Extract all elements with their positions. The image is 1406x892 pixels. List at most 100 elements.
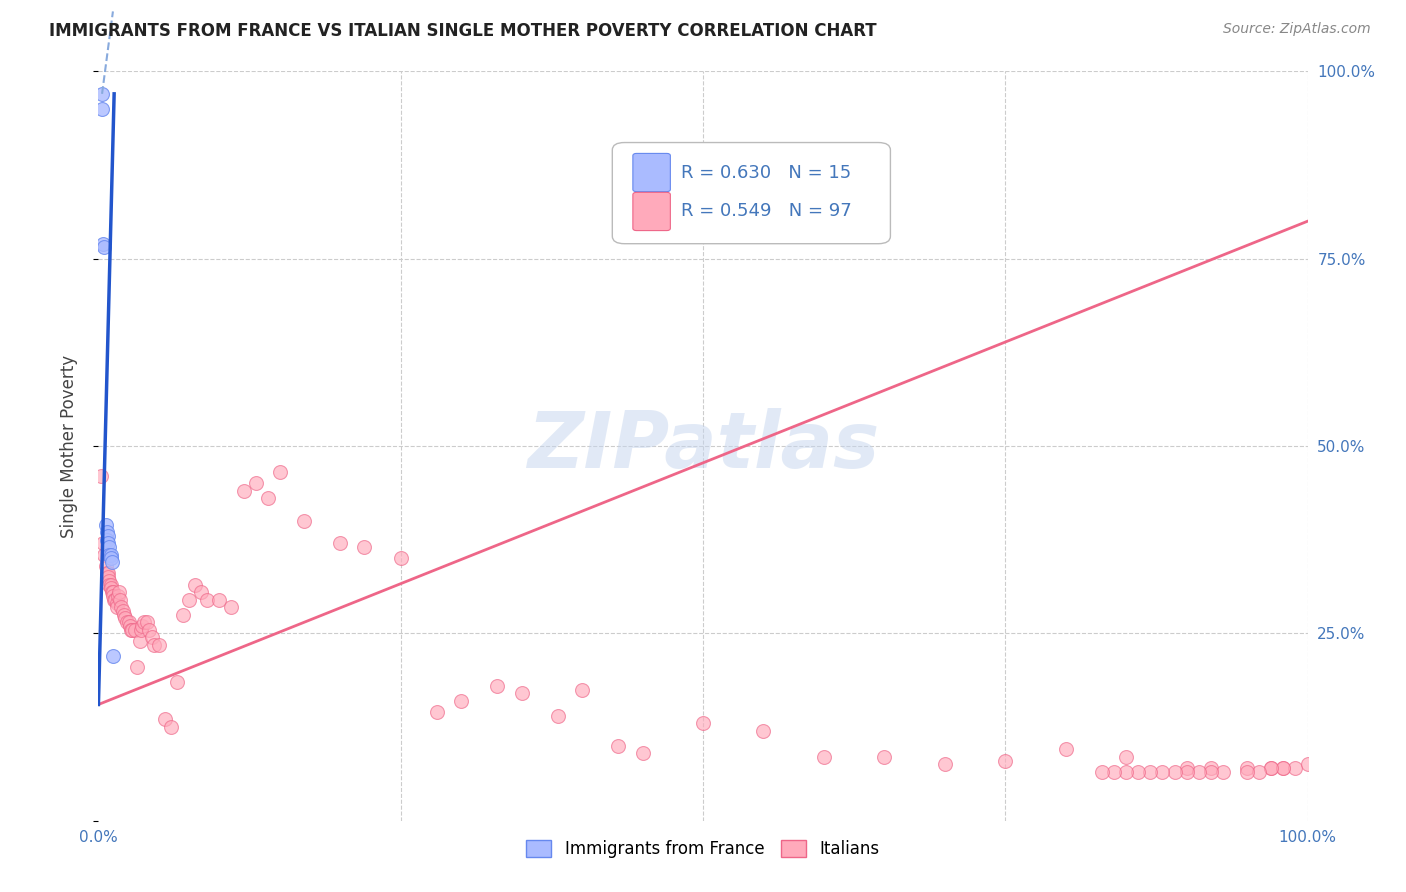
Point [329, 536, 352, 550]
Point [91, 236, 114, 251]
Point [100, 555, 122, 569]
Point [752, 723, 775, 738]
Point [353, 540, 375, 554]
Point [631, 746, 654, 760]
Point [1236, 761, 1258, 775]
Point [190, 585, 212, 599]
Point [1054, 742, 1077, 756]
Legend: Immigrants from France, Italians: Immigrants from France, Italians [520, 833, 886, 864]
Point [1284, 761, 1306, 775]
Point [1260, 761, 1282, 775]
Point [118, 619, 141, 633]
Text: Source: ZipAtlas.com: Source: ZipAtlas.com [1223, 22, 1371, 37]
Point [486, 679, 509, 693]
Point [97, 570, 120, 584]
Point [117, 615, 139, 629]
Point [148, 638, 170, 652]
Point [172, 607, 194, 622]
Point [101, 648, 124, 663]
Y-axis label: Single Mother Poverty: Single Mother Poverty [59, 354, 77, 538]
Text: R = 0.630   N = 15: R = 0.630 N = 15 [682, 163, 852, 181]
Point [813, 750, 835, 764]
Point [120, 623, 142, 637]
Point [292, 514, 315, 528]
Point [134, 615, 156, 629]
Point [96, 533, 118, 547]
Point [121, 623, 143, 637]
Point [96, 525, 118, 540]
Point [1175, 761, 1198, 775]
Point [1249, 764, 1271, 779]
Point [105, 596, 128, 610]
Point [98, 540, 121, 554]
Point [1260, 761, 1282, 775]
Point [100, 582, 122, 596]
Point [94, 517, 117, 532]
Point [97, 566, 120, 581]
Point [1272, 761, 1295, 775]
Point [232, 483, 254, 498]
Point [101, 585, 124, 599]
Point [1163, 764, 1185, 779]
Point [111, 604, 134, 618]
Point [141, 630, 163, 644]
Point [103, 592, 125, 607]
Point [607, 739, 630, 753]
Point [1091, 764, 1114, 779]
Point [1188, 764, 1211, 779]
Point [94, 558, 117, 573]
Point [93, 548, 115, 562]
Point [510, 686, 533, 700]
Point [426, 705, 449, 719]
Point [184, 577, 207, 591]
Point [97, 529, 120, 543]
Point [97, 536, 120, 550]
Point [90, 469, 112, 483]
Point [160, 720, 183, 734]
Point [110, 600, 132, 615]
Point [1128, 764, 1150, 779]
Point [1236, 764, 1258, 779]
Point [112, 607, 135, 622]
Point [108, 585, 131, 599]
Point [245, 476, 267, 491]
Point [98, 548, 121, 562]
Point [101, 589, 124, 603]
Point [143, 638, 166, 652]
Point [96, 566, 118, 581]
Point [873, 750, 896, 764]
Point [1139, 764, 1161, 779]
Point [1199, 764, 1222, 779]
FancyBboxPatch shape [633, 193, 671, 230]
Point [1152, 764, 1174, 779]
Point [98, 577, 121, 591]
Point [93, 240, 115, 254]
Point [547, 708, 569, 723]
Point [256, 491, 278, 506]
Point [1272, 761, 1295, 775]
Point [91, 102, 114, 116]
Point [166, 675, 188, 690]
Point [100, 551, 122, 566]
Point [108, 592, 131, 607]
Point [105, 600, 128, 615]
Point [135, 615, 157, 629]
Point [1199, 761, 1222, 775]
Point [138, 623, 160, 637]
Point [98, 574, 121, 588]
Point [128, 633, 150, 648]
Text: IMMIGRANTS FROM FRANCE VS ITALIAN SINGLE MOTHER POVERTY CORRELATION CHART: IMMIGRANTS FROM FRANCE VS ITALIAN SINGLE… [49, 22, 877, 40]
Point [118, 615, 141, 629]
Point [179, 592, 201, 607]
Point [1296, 757, 1319, 772]
Point [934, 757, 956, 772]
Point [1175, 764, 1198, 779]
Point [994, 754, 1017, 768]
Point [450, 694, 472, 708]
Point [91, 536, 114, 550]
Point [221, 600, 243, 615]
Point [1115, 764, 1137, 779]
Point [100, 585, 122, 599]
Point [129, 623, 152, 637]
FancyBboxPatch shape [613, 143, 890, 244]
